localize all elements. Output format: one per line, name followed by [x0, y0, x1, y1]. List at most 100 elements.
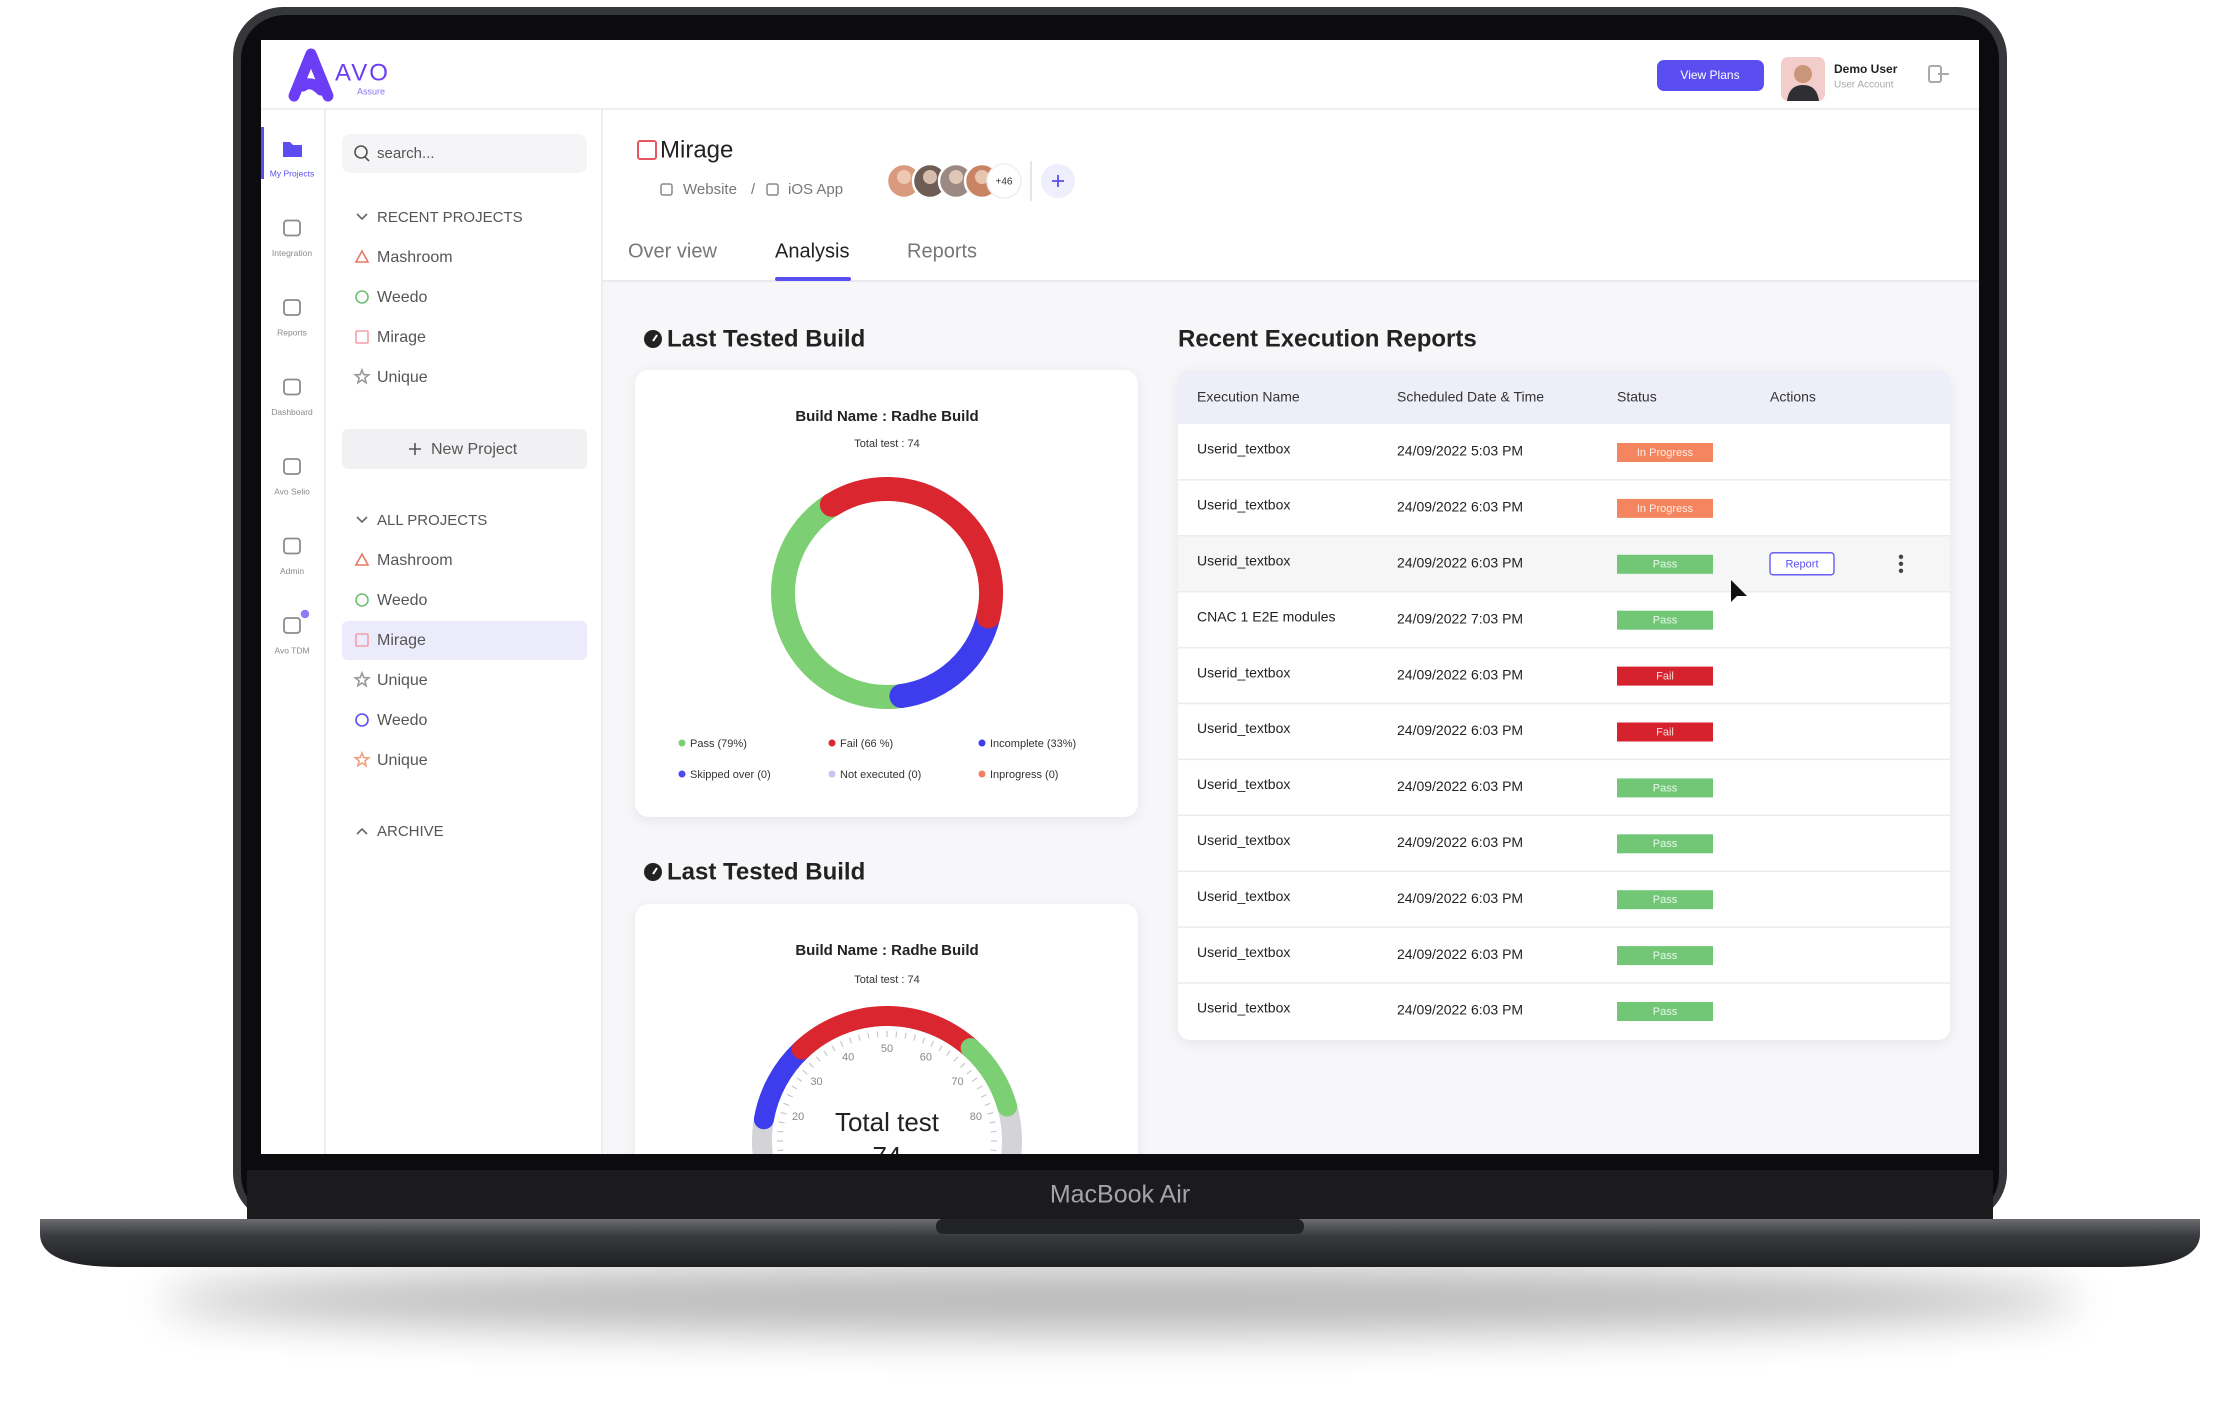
- gauge-minor-tick: [839, 1041, 844, 1047]
- gauge-tick-label: 70: [951, 1076, 963, 1088]
- cell-name[interactable]: Userid_textbox: [1197, 776, 1290, 792]
- gauge-center-value: 74: [873, 1141, 902, 1171]
- cell-name[interactable]: Userid_textbox: [1197, 944, 1290, 960]
- section-title: Last Tested Build: [667, 325, 865, 352]
- tab[interactable]: Analysis: [775, 240, 849, 262]
- nav-icon[interactable]: [283, 458, 301, 475]
- project-item[interactable]: Mirage: [377, 632, 426, 649]
- status-label: Pass: [1653, 782, 1678, 794]
- project-item[interactable]: Weedo: [377, 289, 428, 306]
- gauge-minor-tick: [990, 1149, 997, 1152]
- status-label: In Progress: [1637, 503, 1694, 515]
- section-title: RECENT PROJECTS: [377, 209, 523, 226]
- gauge-minor-tick: [990, 1130, 997, 1133]
- nav-icon[interactable]: [283, 299, 301, 316]
- donut-segment: [819, 477, 1003, 629]
- project-item[interactable]: Mashroom: [377, 552, 453, 569]
- project-item[interactable]: Weedo: [377, 592, 428, 609]
- nav-icon[interactable]: [283, 142, 302, 157]
- cell-name[interactable]: Userid_textbox: [1197, 553, 1290, 569]
- cell-name[interactable]: CNAC 1 E2E modules: [1197, 608, 1336, 624]
- member-face: [897, 170, 911, 184]
- search-placeholder[interactable]: search...: [377, 145, 435, 162]
- project-item[interactable]: Unique: [377, 369, 428, 386]
- legend-label: Pass (79%): [690, 738, 747, 750]
- report-button-label[interactable]: Report: [1785, 559, 1818, 571]
- gauge-minor-tick: [946, 1050, 951, 1057]
- nav-icon[interactable]: [283, 378, 301, 396]
- search-icon: [354, 145, 368, 159]
- nav-label[interactable]: Reports: [277, 327, 307, 337]
- chevron: [356, 213, 368, 221]
- status-label: Fail: [1656, 726, 1674, 738]
- kebab-dot[interactable]: [1898, 568, 1904, 573]
- gauge-minor-tick: [913, 1034, 917, 1041]
- status-badge: [1617, 1002, 1713, 1021]
- cell-date: 24/09/2022 6:03 PM: [1397, 890, 1523, 906]
- project-icon: [354, 249, 370, 263]
- members-more-bg: [986, 163, 1022, 199]
- gauge-minor-tick: [989, 1121, 996, 1124]
- avatar-body: [1787, 85, 1819, 101]
- nav-label[interactable]: Admin: [280, 566, 304, 576]
- nav-label[interactable]: Avo Selio: [274, 486, 310, 496]
- gauge-minor-tick: [987, 1111, 994, 1115]
- view-plans-button[interactable]: [1657, 60, 1764, 91]
- status-label: Pass: [1653, 950, 1678, 962]
- nav-icon[interactable]: [283, 537, 301, 555]
- project-item[interactable]: Weedo: [377, 712, 428, 729]
- project-icon: [355, 633, 369, 647]
- breadcrumb-item[interactable]: Website: [683, 181, 737, 198]
- report-button[interactable]: [1769, 552, 1835, 576]
- nav-label[interactable]: Integration: [272, 248, 312, 258]
- project-item[interactable]: Mashroom: [377, 249, 453, 266]
- legend-dot: [978, 770, 986, 778]
- cell-name[interactable]: Userid_textbox: [1197, 497, 1290, 513]
- gauge-minor-tick: [953, 1056, 959, 1062]
- section-title: Last Tested Build: [667, 858, 865, 885]
- nav-icon[interactable]: [283, 617, 301, 634]
- new-project-label[interactable]: New Project: [431, 441, 518, 458]
- gauge-minor-tick: [984, 1102, 991, 1106]
- nav-label[interactable]: My Projects: [270, 168, 314, 178]
- gauge-minor-tick: [796, 1077, 803, 1082]
- legend-dot: [678, 770, 686, 778]
- nav-label[interactable]: Avo TDM: [274, 645, 309, 655]
- cell-name[interactable]: Userid_textbox: [1197, 664, 1290, 680]
- tab[interactable]: Over view: [628, 240, 717, 262]
- project-icon: [355, 593, 369, 607]
- gauge-minor-tick: [787, 1093, 793, 1098]
- gauge-minor-tick: [857, 1034, 861, 1041]
- cell-name[interactable]: Userid_textbox: [1197, 441, 1290, 457]
- cell-name[interactable]: Userid_textbox: [1197, 888, 1290, 904]
- nav-label[interactable]: Dashboard: [271, 407, 313, 417]
- new-project-button[interactable]: [342, 429, 587, 469]
- project-title: Mirage: [660, 136, 733, 163]
- project-item[interactable]: Unique: [377, 672, 428, 689]
- logo-mark: [288, 48, 334, 102]
- nav-active-indicator: [261, 127, 264, 179]
- project-item[interactable]: Mirage: [377, 329, 426, 346]
- gauge-minor-tick: [930, 1041, 935, 1047]
- kebab-dot[interactable]: [1898, 554, 1904, 559]
- breadcrumb-item[interactable]: iOS App: [788, 181, 843, 198]
- nav-icon[interactable]: [283, 219, 301, 237]
- logo-text: AVO: [335, 59, 390, 86]
- view-plans-label[interactable]: View Plans: [1680, 68, 1739, 82]
- chevron: [356, 516, 368, 524]
- cell-name[interactable]: Userid_textbox: [1197, 832, 1290, 848]
- project-item[interactable]: Unique: [377, 752, 428, 769]
- total-tests: Total test : 74: [854, 438, 919, 450]
- legend-label: Fail (66 %): [840, 738, 893, 750]
- gauge-tick-label: 50: [881, 1043, 893, 1055]
- kebab-dot[interactable]: [1898, 561, 1904, 566]
- status-label: In Progress: [1637, 447, 1694, 459]
- status-badge: [1617, 443, 1713, 462]
- gauge-center-label: Total test: [835, 1107, 940, 1137]
- tab[interactable]: Reports: [907, 240, 977, 262]
- cell-name[interactable]: Userid_textbox: [1197, 1000, 1290, 1016]
- cell-name[interactable]: Userid_textbox: [1197, 720, 1290, 736]
- cell-date: 24/09/2022 6:03 PM: [1397, 722, 1523, 738]
- gauge-tick-label: 40: [842, 1052, 854, 1064]
- search-box[interactable]: [342, 134, 587, 173]
